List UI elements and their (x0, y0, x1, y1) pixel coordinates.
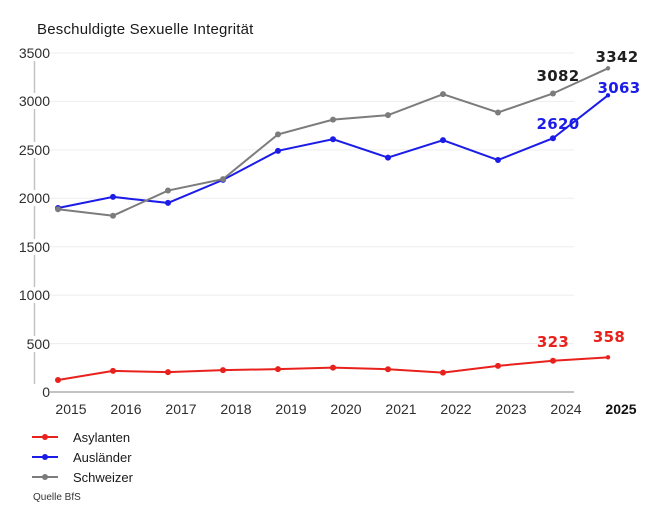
data-point (110, 193, 116, 200)
x-tick-label: 2019 (275, 401, 307, 417)
data-point (165, 199, 171, 206)
data-point (550, 90, 556, 97)
chart-title: Beschuldigte Sexuelle Integrität (37, 21, 254, 38)
x-tick-label: 2022 (440, 401, 472, 417)
y-tick-label: 1500 (14, 238, 50, 255)
data-point (440, 369, 446, 376)
chart-legend: Asylanten Ausländer Schweizer (31, 427, 133, 487)
annotation-label: 358 (592, 328, 626, 347)
x-tick-label: 2017 (165, 401, 197, 417)
x-tick-label: 2020 (330, 401, 362, 417)
y-tick-label: 0 (14, 384, 50, 400)
data-point (330, 136, 336, 143)
legend-label: Asylanten (73, 429, 131, 445)
data-point (495, 362, 501, 369)
data-point (55, 376, 61, 383)
annotation-label: 323 (536, 332, 570, 351)
legend-item-Asylanten: Asylanten (31, 427, 133, 447)
data-point (605, 93, 611, 98)
legend-label: Schweizer (73, 469, 133, 485)
data-point (220, 367, 226, 374)
data-point (495, 109, 501, 116)
data-point (220, 176, 226, 183)
legend-label: Ausländer (73, 449, 132, 465)
legend-item-Schweizer: Schweizer (31, 467, 133, 487)
data-point (275, 131, 281, 138)
legend-item-Ausländer: Ausländer (31, 447, 133, 467)
data-point (385, 366, 391, 373)
y-tick-label: 3000 (14, 93, 50, 110)
annotation-label: 3063 (597, 79, 641, 98)
legend-marker-icon (32, 454, 58, 460)
y-tick-label: 2500 (14, 141, 50, 158)
data-point (110, 367, 116, 374)
x-tick-label: 2015 (55, 401, 87, 417)
x-tick-label: 2018 (220, 401, 252, 417)
data-point (275, 366, 281, 373)
source-note: Quelle BfS (33, 492, 81, 503)
data-point (165, 187, 171, 194)
data-point (550, 135, 556, 142)
x-tick-label: 2024 (550, 401, 582, 417)
data-point (110, 212, 116, 219)
x-tick-label: 2021 (385, 401, 417, 417)
data-point (440, 91, 446, 98)
y-tick-label: 2000 (14, 190, 50, 207)
y-tick-label: 1000 (14, 287, 50, 304)
data-point (495, 157, 501, 164)
x-tick-label: 2025 (605, 401, 637, 417)
data-point (385, 154, 391, 161)
annotation-label: 3342 (595, 48, 639, 67)
legend-marker-icon (32, 434, 58, 440)
x-tick-label: 2016 (110, 401, 142, 417)
data-point (165, 369, 171, 376)
legend-marker-icon (32, 474, 58, 480)
data-point (550, 357, 556, 364)
data-point (440, 137, 446, 144)
data-point (605, 355, 611, 360)
data-point (330, 116, 336, 123)
y-tick-label: 3500 (14, 44, 50, 61)
annotation-label: 3082 (536, 67, 580, 86)
annotation-label: 2620 (536, 115, 580, 134)
x-tick-label: 2023 (495, 401, 527, 417)
y-tick-label: 500 (14, 335, 50, 352)
data-point (330, 364, 336, 371)
series-line-Ausländer (57, 94, 609, 209)
data-point (55, 206, 61, 213)
data-point (605, 66, 611, 71)
data-point (385, 112, 391, 119)
data-point (275, 147, 281, 154)
